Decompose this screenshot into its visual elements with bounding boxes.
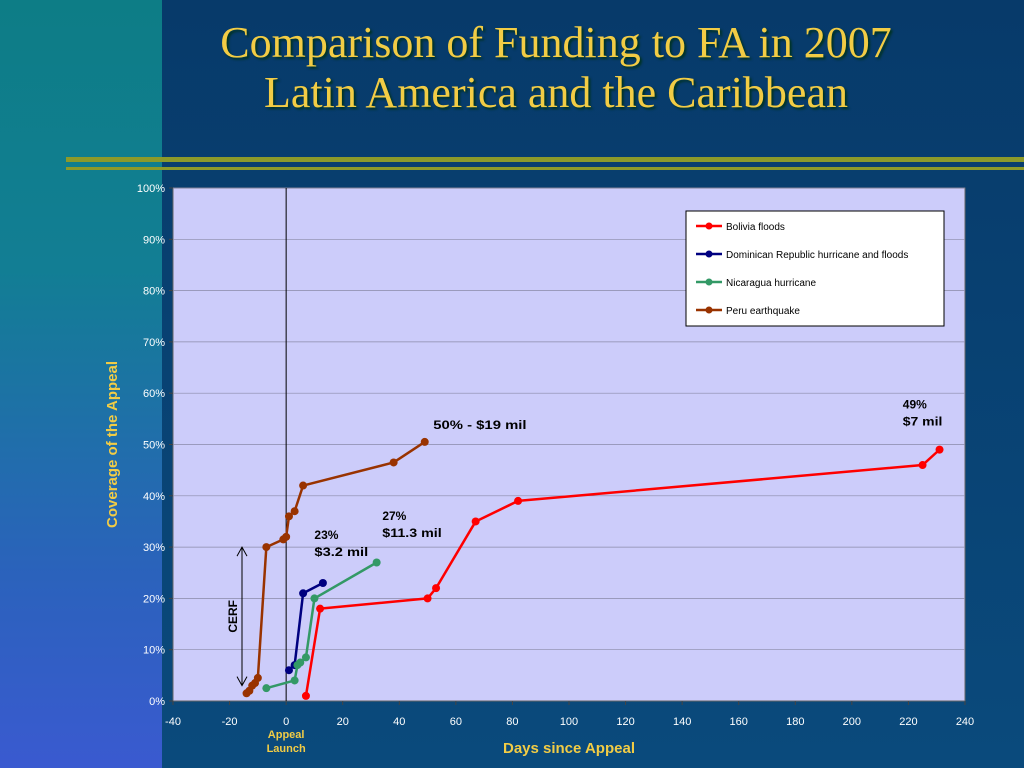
tick-label-x: 0	[283, 716, 289, 728]
tick-label-x: 120	[616, 716, 634, 728]
data-point	[284, 512, 293, 521]
data-label: $11.3 mil	[382, 526, 441, 540]
tick-label-x: 200	[843, 716, 861, 728]
tick-label-y: 30%	[143, 542, 165, 554]
data-point	[253, 673, 262, 682]
series-line-0	[304, 448, 941, 697]
slide-title: Comparison of Funding to FA in 2007 Lati…	[96, 18, 1016, 118]
legend: Bolivia floods Dominican Republic hurrica…	[685, 210, 945, 327]
data-label: 27%	[382, 509, 406, 523]
legend-entry: Nicaragua hurricane	[726, 278, 816, 289]
tick-label-x: 160	[730, 716, 748, 728]
data-point	[389, 458, 398, 467]
legend-swatch-marker	[705, 222, 713, 230]
legend-swatch-marker	[705, 306, 713, 314]
data-label: 49%	[903, 398, 927, 412]
slide-title-line-1: Comparison of Funding to FA in 2007	[220, 18, 892, 67]
tick-label-y: 0%	[149, 696, 165, 708]
tick-label-x: 100	[560, 716, 578, 728]
tick-label-x: 20	[337, 716, 349, 728]
data-point	[420, 437, 429, 446]
tick-label-x: 140	[673, 716, 691, 728]
legend-swatch-marker	[705, 278, 713, 286]
appeal-launch-label: Appeal	[268, 729, 305, 741]
tick-label-y: 20%	[143, 593, 165, 605]
data-point	[301, 653, 310, 662]
data-point	[918, 461, 927, 470]
series-layer	[242, 437, 944, 700]
tick-label-x: 80	[506, 716, 518, 728]
cerf-arrow-bottom	[236, 676, 248, 687]
data-label: 23%	[314, 528, 338, 542]
legend-swatch-marker	[705, 250, 713, 258]
data-point	[310, 594, 319, 603]
data-point	[471, 517, 480, 526]
legend-box	[685, 210, 945, 327]
tick-label-y: 50%	[143, 440, 165, 452]
tick-label-y: 100%	[137, 183, 165, 195]
legend-entry: Peru earthquake	[726, 306, 800, 317]
cerf-arrow-top	[236, 546, 248, 557]
axes: 0% 10% 20% 30% 40% 50% 60% 70% 80% 90% 100% -40 -20 0…	[104, 183, 974, 757]
slide-left-band	[0, 0, 162, 768]
data-point	[262, 543, 271, 552]
data-point	[423, 594, 432, 603]
y-axis-title: Coverage of the Appeal	[104, 361, 121, 528]
data-point	[318, 579, 327, 588]
legend-entry: Dominican Republic hurricane and floods	[726, 250, 908, 261]
appeal-launch-label: Launch	[267, 743, 306, 755]
data-label: 50% - $19 mil	[433, 418, 526, 432]
annotations: 50% - $19 mil 27% $11.3 mil 23% $3.2 mil 49% $…	[314, 398, 942, 559]
tick-label-x: 220	[899, 716, 917, 728]
title-rule-thick	[66, 157, 1024, 162]
data-point	[299, 481, 308, 490]
data-point	[372, 558, 381, 567]
data-point	[432, 584, 441, 593]
data-point	[299, 589, 308, 598]
tick-label-x: 180	[786, 716, 804, 728]
data-point	[514, 496, 523, 505]
tick-label-x: 240	[956, 716, 974, 728]
data-point	[290, 507, 299, 516]
tick-label-x: 60	[450, 716, 462, 728]
tick-label-y: 60%	[143, 388, 165, 400]
data-point	[262, 684, 271, 693]
tick-label-x: -40	[165, 716, 181, 728]
data-point	[301, 691, 310, 700]
data-point	[296, 658, 305, 667]
legend-entry: Bolivia floods	[726, 222, 785, 233]
tick-label-y: 70%	[143, 337, 165, 349]
tick-label-y: 40%	[143, 491, 165, 503]
title-rule-thin	[66, 167, 1024, 170]
tick-label-y: 80%	[143, 286, 165, 298]
data-point	[282, 532, 291, 541]
data-point	[284, 666, 293, 675]
data-point	[935, 445, 944, 454]
data-point	[290, 676, 299, 685]
cerf-label: CERF	[226, 600, 240, 633]
x-axis-title: Days since Appeal	[503, 740, 635, 757]
tick-label-y: 10%	[143, 645, 165, 657]
data-label: $7 mil	[903, 415, 943, 429]
tick-label-y: 90%	[143, 234, 165, 246]
data-point	[316, 604, 325, 613]
slide-title-line-2: Latin America and the Caribbean	[264, 68, 848, 117]
tick-label-x: -20	[222, 716, 238, 728]
tick-label-x: 40	[393, 716, 405, 728]
data-label: $3.2 mil	[314, 545, 368, 559]
